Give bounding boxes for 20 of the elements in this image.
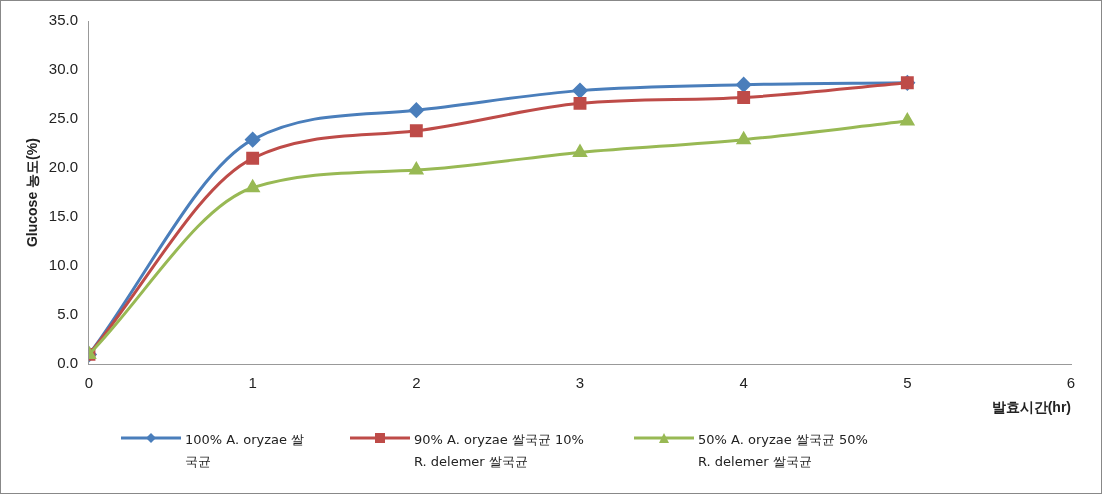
x-tick-label: 5: [903, 374, 912, 392]
y-tick-label: 15.0: [48, 207, 78, 225]
legend-label: 50% A. oryzae 쌀국균 50% R. delemer 쌀국균: [698, 431, 869, 471]
legend-label: 100% A. oryzae 쌀국균: [185, 431, 306, 471]
x-tick-label: 0: [84, 374, 94, 392]
y-tick-label: 20.0: [48, 158, 78, 176]
x-tick-label: 4: [739, 374, 748, 392]
legend-label: 90% A. oryzae 쌀국균 10% R. delemer 쌀국균: [414, 431, 585, 471]
x-axis-title: 발효시간(hr): [991, 399, 1071, 416]
y-tick-label: 10.0: [48, 256, 78, 274]
y-tick-label: 30.0: [48, 60, 78, 78]
y-tick-label: 35.0: [48, 11, 78, 29]
x-tick-label: 3: [575, 374, 585, 392]
y-tick-label: 25.0: [48, 109, 78, 127]
x-tick-label: 6: [1066, 374, 1076, 392]
x-tick-label: 1: [248, 374, 257, 392]
y-axis-title: Glucose 농도(%): [24, 138, 41, 248]
x-tick-label: 2: [412, 374, 421, 392]
y-tick-label: 5.0: [57, 305, 78, 323]
y-tick-label: 0.0: [57, 354, 78, 372]
